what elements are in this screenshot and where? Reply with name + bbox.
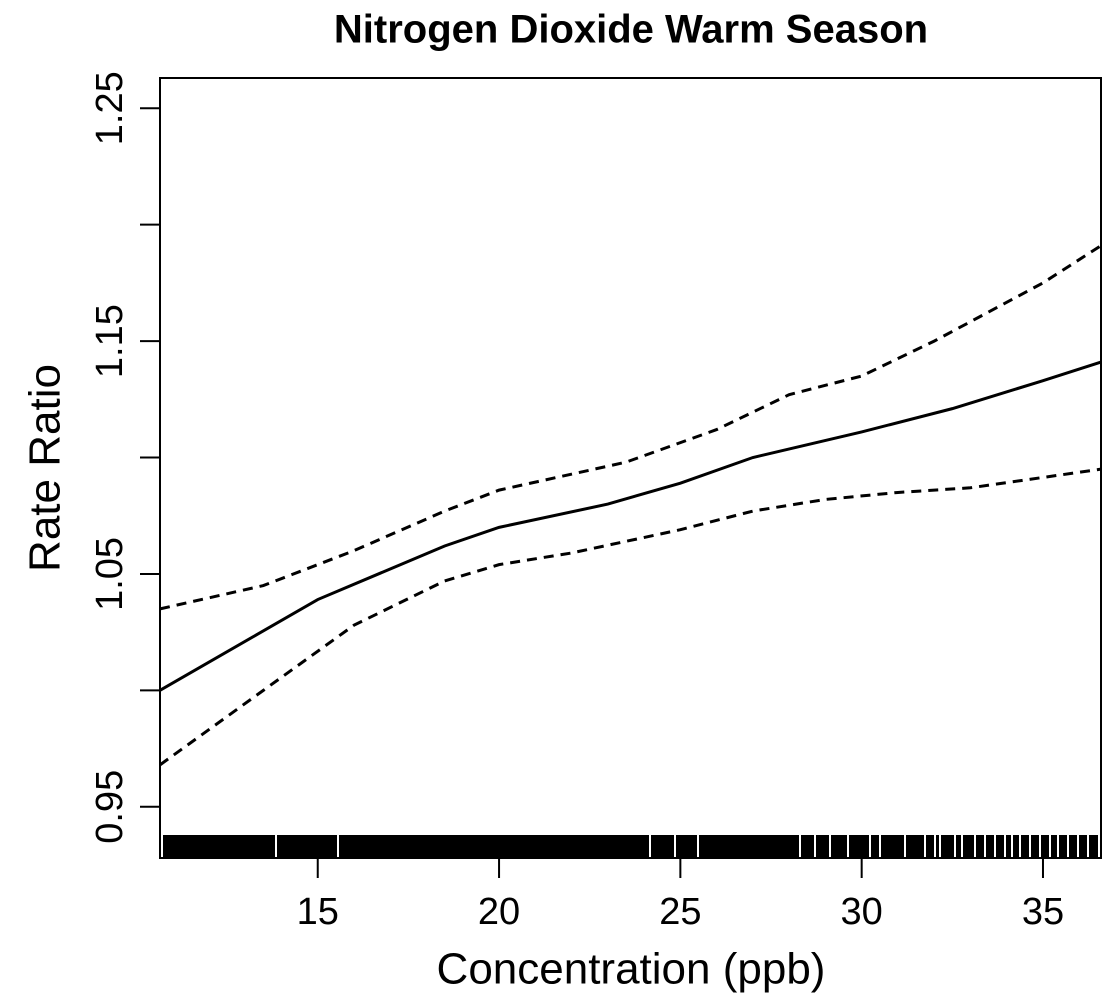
x-tick-label: 25 — [659, 891, 701, 933]
x-axis-label: Concentration (ppb) — [437, 945, 826, 994]
y-tick-label: 1.05 — [89, 537, 131, 611]
ci-line — [159, 467, 1102, 767]
ci-line — [159, 244, 1102, 611]
x-tick-label: 35 — [1022, 891, 1064, 933]
x-tick-label: 20 — [478, 891, 520, 933]
plot-frame — [159, 77, 1102, 859]
y-tick-label: 0.95 — [89, 770, 131, 844]
y-tick-label: 1.15 — [89, 304, 131, 378]
x-tick-label: 15 — [297, 891, 339, 933]
rug — [163, 835, 1098, 857]
chart-title: Nitrogen Dioxide Warm Season — [334, 8, 928, 52]
estimate-line — [159, 360, 1102, 692]
x-tick-label: 30 — [841, 891, 883, 933]
y-axis-label: Rate Ratio — [21, 364, 70, 572]
y-tick-label: 1.25 — [89, 71, 131, 145]
